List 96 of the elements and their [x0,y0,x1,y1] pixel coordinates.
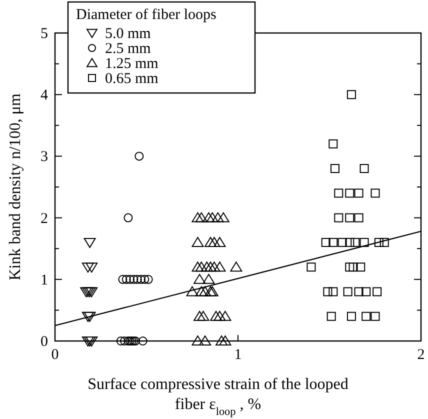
point [350,238,360,247]
point [204,236,217,247]
point [372,287,382,296]
point [360,238,369,247]
point [345,188,354,198]
point [345,213,354,222]
point [362,287,371,296]
point [334,188,344,198]
point [204,262,217,272]
y-tick-label: 1 [40,272,48,288]
y-tick-label: 5 [40,26,48,42]
point [214,310,226,321]
point [136,274,146,284]
point [362,312,371,321]
point [348,262,358,272]
point [306,262,316,272]
y-tick-label: 3 [40,149,48,166]
point [374,238,384,247]
point [370,312,380,321]
point [86,262,98,273]
point [202,212,215,222]
point [321,238,330,247]
point [219,310,232,321]
y-tick-label: 4 [40,88,48,104]
point [192,212,204,222]
point [380,238,389,247]
point [346,90,356,100]
point [129,274,138,284]
point [346,312,356,321]
y-axis-title: Kink band density n/100, μm [7,93,24,280]
point [134,152,144,161]
point [120,336,130,346]
point [354,213,364,222]
legend-label: 5.0 mm [105,26,152,42]
point [199,336,212,346]
point [186,286,198,296]
point [330,164,340,174]
x-tick-label: 1 [234,347,242,363]
point [206,212,218,222]
point [345,262,354,272]
point [138,336,148,346]
point [200,262,213,272]
y-tick-label: 2 [40,210,48,227]
point [334,213,344,222]
point [370,188,380,198]
point [122,274,131,284]
point [326,312,336,321]
x-tick-label: 0 [51,347,59,363]
point [140,274,150,284]
point [354,287,364,296]
point [197,310,210,321]
point [328,238,338,247]
legend-label: 2.5 mm [105,41,152,57]
point [84,238,96,248]
point [116,336,126,346]
point [82,262,94,273]
point [343,287,352,296]
point [345,238,354,247]
point [216,336,228,346]
point [338,238,347,247]
point [118,274,128,284]
point [124,213,133,222]
point [328,287,338,296]
point [217,212,230,222]
point [210,310,222,321]
point [192,336,204,346]
point [208,236,220,247]
y-tick-label: 0 [40,334,48,350]
point [195,286,208,296]
point [328,139,338,148]
point [126,274,135,284]
point [194,310,206,321]
point [132,274,142,284]
point [360,164,369,174]
point [195,212,208,222]
point [212,212,224,222]
point [219,336,232,346]
point [202,274,215,284]
point [356,262,366,272]
point [194,274,206,284]
point [195,262,208,272]
legend-label: 0.65 mm [105,71,159,87]
legend-title: Diameter of fiber loops [76,7,217,23]
point [192,262,204,272]
point [144,274,153,284]
point [214,236,226,247]
point [354,188,364,198]
point [214,262,226,272]
legend-label: 1.25 mm [105,56,159,72]
x-axis-title: Surface compressive strain of the looped fiber ε$_{loop}$ , % [88,376,348,418]
point [323,287,332,296]
point [208,262,220,272]
point [230,262,242,272]
point [199,286,212,296]
x-tick-label: 2 [417,347,425,363]
point [192,236,204,247]
